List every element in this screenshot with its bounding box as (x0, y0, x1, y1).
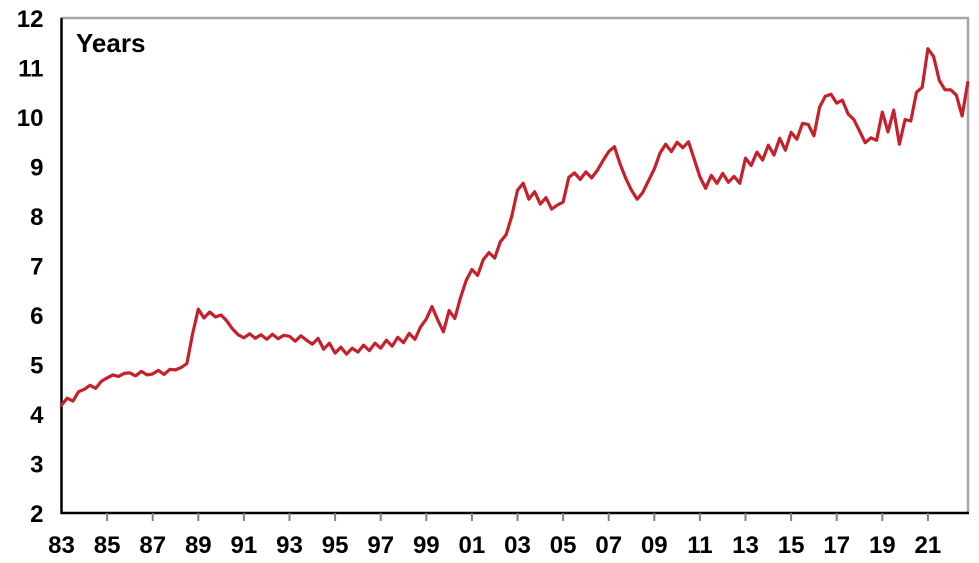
chart-plot-area: 83 85 87 89 91 93 95 97 99 01 03 05 07 09 11 13 15 17 19 21… (17, 6, 970, 559)
x-tick-label: 95 (322, 532, 349, 559)
x-tick-label: 11 (687, 532, 712, 559)
x-tick-label: 85 (94, 532, 121, 559)
x-tick-label: 97 (367, 532, 394, 559)
x-tick-label: 17 (823, 532, 850, 559)
y-tick-label: 9 (30, 155, 43, 182)
x-tick-label: 19 (869, 532, 896, 559)
y-axis-units-label: Years (76, 28, 145, 58)
y-tick-label: 6 (30, 303, 43, 330)
y-tick-label: 10 (17, 105, 44, 132)
y-tick-label: 11 (18, 56, 43, 83)
x-tick-label: 93 (276, 532, 303, 559)
y-tick-label: 3 (30, 452, 43, 479)
x-tick-label: 21 (915, 532, 942, 559)
x-tick-label: 91 (231, 532, 258, 559)
y-tick-label: 12 (17, 6, 44, 33)
x-tick-label: 99 (413, 532, 440, 559)
x-tick-label: 89 (185, 532, 212, 559)
y-tick-label: 5 (30, 353, 43, 380)
y-tick-label: 7 (30, 254, 43, 281)
x-tick-label: 87 (139, 532, 166, 559)
y-tick-label: 4 (30, 402, 44, 429)
x-tick-label: 15 (778, 532, 805, 559)
x-tick-label: 83 (48, 532, 75, 559)
x-tick-label: 05 (550, 532, 577, 559)
x-tick-label: 13 (732, 532, 759, 559)
x-tick-label: 03 (504, 532, 531, 559)
x-tick-label: 01 (459, 532, 486, 559)
x-tick-label: 07 (595, 532, 622, 559)
data-series-line (59, 47, 970, 407)
x-tick-label: 09 (641, 532, 668, 559)
y-tick-label: 2 (30, 501, 43, 528)
y-tick-label: 8 (30, 204, 43, 231)
